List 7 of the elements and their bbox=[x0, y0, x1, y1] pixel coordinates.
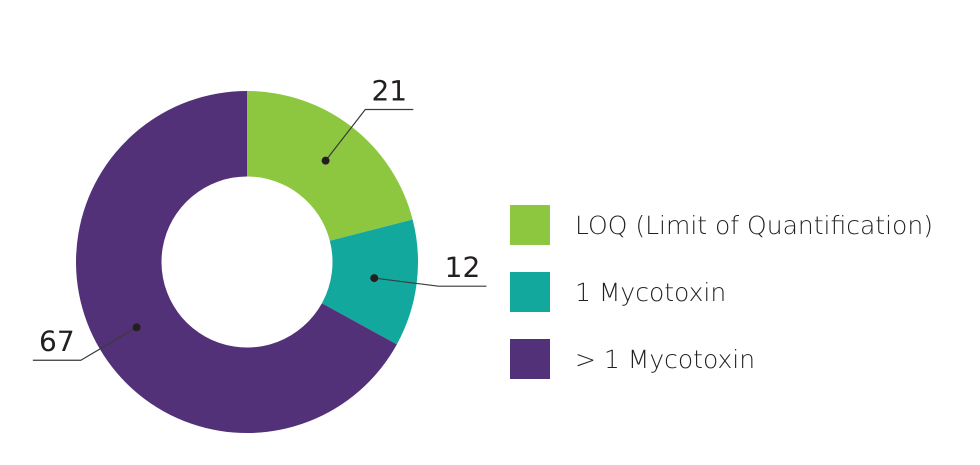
data-label: 21 bbox=[371, 74, 408, 108]
data-label: 67 bbox=[39, 325, 75, 358]
legend-label: LOQ (Limit of Quantification) bbox=[575, 210, 933, 240]
legend-label: > 1 Mycotoxin bbox=[575, 344, 756, 374]
legend-label: 1 Mycotoxin bbox=[575, 278, 726, 306]
donut-slice bbox=[322, 219, 418, 344]
data-label: 12 bbox=[444, 251, 480, 284]
